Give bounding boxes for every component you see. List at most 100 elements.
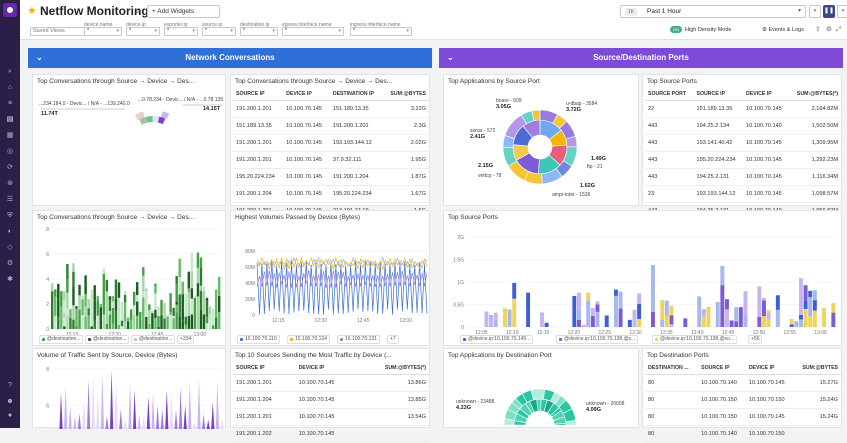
- widget-top-destination-ports[interactable]: Top Destination Ports DESTINATION ... SOU…: [642, 348, 842, 443]
- column-header[interactable]: DESTINATION IP: [329, 89, 383, 101]
- var-value[interactable]: *: [126, 27, 160, 36]
- legend-item[interactable]: +334: [177, 335, 195, 344]
- help-icon[interactable]: ?: [8, 382, 12, 389]
- high-density-toggle[interactable]: ON High Density Mode: [670, 26, 731, 34]
- settings-icon[interactable]: ⚙: [826, 26, 832, 33]
- table-row[interactable]: 443 193.141.40.42 10.100.70.145 1,309.95M: [645, 134, 841, 152]
- legend-item[interactable]: @destination...: [85, 335, 130, 344]
- search-icon[interactable]: ⌕: [8, 68, 12, 75]
- legend-item[interactable]: 10.100.70.131: [337, 335, 380, 344]
- pause-button[interactable]: ❚❚: [823, 5, 835, 18]
- legend-item[interactable]: +7: [387, 335, 399, 344]
- column-header[interactable]: SOURCE IP: [233, 363, 296, 375]
- expand-icon[interactable]: ⤢: [836, 26, 842, 33]
- ci-icon[interactable]: ⚙: [6, 260, 14, 267]
- share-icon[interactable]: ⇪: [815, 26, 821, 33]
- user-avatar[interactable]: ●: [7, 412, 13, 419]
- table-row[interactable]: 80 10.100.70.140 10.100.70.145 15.27G: [645, 374, 841, 392]
- column-header[interactable]: SUM:@BYTES: [793, 363, 841, 375]
- widget-conversations-sunburst[interactable]: Top Conversations through Source → Devic…: [32, 74, 226, 206]
- table-row[interactable]: 443 195.20.224.234 10.100.70.145 1,292.23M: [645, 151, 841, 169]
- var-value[interactable]: *: [350, 27, 412, 36]
- team-icon[interactable]: ☻: [6, 398, 14, 405]
- widget-apps-dest-port[interactable]: Top Applications by Destination Port unk…: [443, 348, 639, 428]
- table-row[interactable]: 191.200.1.204 10.100.70.145 195.20.224.234…: [233, 185, 429, 203]
- column-header[interactable]: DEVICE IP: [745, 363, 794, 375]
- table-row[interactable]: 191.200.1.201 10.100.70.145 193.193.144.12…: [233, 134, 429, 152]
- column-header[interactable]: DESTINATION ...: [645, 363, 699, 375]
- chevron-down-icon[interactable]: ⌄: [134, 6, 141, 15]
- table-row[interactable]: 191.200.1.201 10.100.70.145 13.54G: [233, 408, 429, 426]
- var-value[interactable]: *: [202, 27, 236, 36]
- rewind-button[interactable]: «: [809, 5, 821, 18]
- column-header[interactable]: SOURCE PORT: [645, 89, 694, 101]
- logs-icon[interactable]: ☰: [6, 196, 14, 203]
- collapse-chevron-icon[interactable]: ⌄: [36, 53, 43, 62]
- monitors-icon[interactable]: ◎: [6, 148, 14, 155]
- var-value[interactable]: *: [282, 27, 344, 36]
- forward-button[interactable]: »: [837, 5, 847, 18]
- time-dropdown-icon[interactable]: ▾: [797, 8, 801, 14]
- legend-item[interactable]: @device.ip:10.100.70.138,@s...: [556, 335, 639, 344]
- table-row[interactable]: 191.200.1.204 10.100.70.145 13.85G: [233, 391, 429, 409]
- table-row[interactable]: 443 194.25.2.131 10.100.70.145 1,116.34M: [645, 168, 841, 186]
- widget-apps-source-port[interactable]: Top Applications by Source Port bnare - …: [443, 74, 639, 206]
- list-icon[interactable]: ≡: [7, 100, 13, 107]
- infrastructure-icon[interactable]: ▦: [6, 132, 14, 139]
- legend-item[interactable]: 10.100.70.110: [237, 335, 280, 344]
- ux-icon[interactable]: ◐: [7, 228, 13, 235]
- legend-item[interactable]: +56: [748, 335, 763, 344]
- table-row[interactable]: 191.200.1.201 10.100.70.145 13.86G: [233, 374, 429, 392]
- widget-conversations-bars[interactable]: Top Conversations through Source → Devic…: [32, 210, 226, 346]
- column-header[interactable]: SOURCE IP: [698, 363, 746, 375]
- var-value[interactable]: *: [84, 27, 122, 36]
- home-icon[interactable]: ⌂: [7, 84, 13, 91]
- group-header-network[interactable]: ⌄ Network Conversations: [28, 48, 432, 68]
- widget-top-source-ports-table[interactable]: Top Source Ports SOURCE PORT SOURCE IP DEV…: [642, 74, 842, 220]
- table-row[interactable]: 22 151.189.13.35 10.100.70.145 2,164.82M: [645, 100, 841, 118]
- add-widgets-button[interactable]: + Add Widgets: [147, 5, 220, 18]
- var-value[interactable]: *: [240, 27, 278, 36]
- table-row[interactable]: 191.200.1.201 10.100.70.145 37.9.32.111 1.9…: [233, 151, 429, 169]
- legend-item[interactable]: 10.100.70.134: [287, 335, 330, 344]
- table-row[interactable]: 151.189.13.35 10.100.70.145 191.200.1.201 2…: [233, 117, 429, 135]
- events-logs-button[interactable]: ⚙ Events & Logs: [762, 26, 804, 34]
- favorite-star-icon[interactable]: ★: [27, 5, 37, 17]
- legend-item[interactable]: @destination...: [131, 335, 176, 344]
- var-value[interactable]: *: [164, 27, 198, 36]
- column-header[interactable]: SUM:@BYTES: [382, 89, 429, 101]
- column-header[interactable]: SUM:@BYTES(*): [789, 89, 841, 101]
- collapse-chevron-icon[interactable]: ⌄: [447, 53, 454, 62]
- table-row[interactable]: 80 10.100.70.150 10.100.70.150 15.24G: [645, 391, 841, 409]
- widget-device-volumes[interactable]: Highest Volumes Passed by Device (Bytes)…: [230, 210, 430, 346]
- series-line: [256, 260, 428, 315]
- widget-source-ports-bars[interactable]: Top Source Ports 2G 1.5G 1G 0.5G 0 12:05 12:10…: [443, 210, 842, 346]
- column-header[interactable]: DEVICE IP: [743, 89, 790, 101]
- legend-item[interactable]: @device.ip:10.100.70.138,@so...: [652, 335, 738, 344]
- datadog-logo-icon[interactable]: [3, 3, 17, 17]
- apm-icon[interactable]: ⟳: [7, 164, 13, 171]
- dashboard-icon[interactable]: ▤: [6, 116, 14, 123]
- widget-traffic-volume[interactable]: Volume of Traffic Sent by Source, Device…: [32, 348, 226, 429]
- column-header[interactable]: SUM:@BYTES(*): [358, 363, 429, 375]
- column-header[interactable]: DEVICE IP: [283, 89, 330, 101]
- saved-views-select[interactable]: Saved Views: [30, 27, 85, 36]
- legend-item[interactable]: @destination...: [39, 335, 84, 344]
- column-header[interactable]: SOURCE IP: [233, 89, 284, 101]
- column-header[interactable]: SOURCE IP: [693, 89, 744, 101]
- table-row[interactable]: 195.20.224.234 10.100.70.145 191.200.1.204…: [233, 168, 429, 186]
- widget-conversations-table[interactable]: Top Conversations through Source → Devic…: [230, 74, 430, 220]
- synthetics-icon[interactable]: ◇: [7, 244, 13, 251]
- table-row[interactable]: 443 194.25.2.134 10.100.70.140 1,502.50M: [645, 117, 841, 135]
- column-header[interactable]: DEVICE IP: [295, 363, 359, 375]
- network-icon[interactable]: ⊛: [7, 180, 13, 187]
- table-row[interactable]: 191.200.1.201 10.100.70.145 151.189.13.35 3…: [233, 100, 429, 118]
- legend-item[interactable]: @device.ip:10.100.70.145...: [460, 335, 534, 344]
- security-icon[interactable]: ⛨: [7, 212, 13, 219]
- table-row[interactable]: 80 10.100.70.150 10.100.70.145 15.24G: [645, 408, 841, 426]
- widget-top-sources-table[interactable]: Top 10 Sources Sending the Most Traffic …: [230, 348, 430, 443]
- group-header-ports[interactable]: ⌄ Source/Destination Ports: [439, 48, 843, 68]
- table-row[interactable]: 23 193.193.144.12 10.100.70.145 1,098.57M: [645, 185, 841, 203]
- time-frame-selector[interactable]: 1h Past 1 Hour ▾: [620, 5, 806, 18]
- integrations-icon[interactable]: ✱: [7, 276, 13, 283]
